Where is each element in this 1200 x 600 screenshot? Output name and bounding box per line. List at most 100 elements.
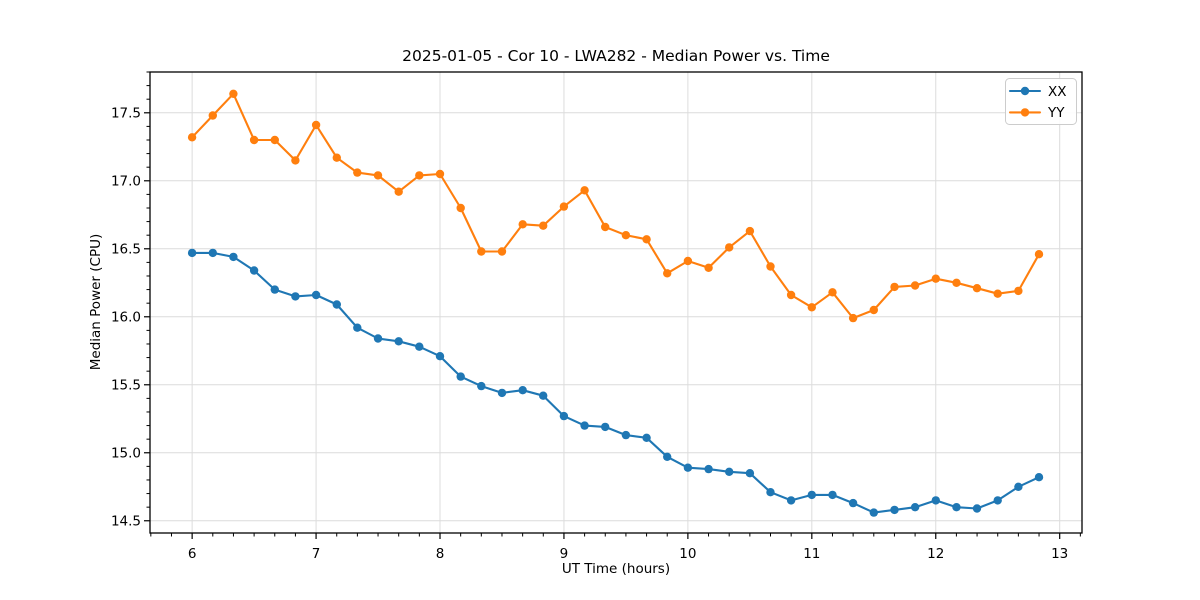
series-yy-marker xyxy=(910,281,920,290)
series-yy-marker xyxy=(477,247,486,256)
x-tick-label: 9 xyxy=(560,546,569,562)
y-tick-label: 15.5 xyxy=(111,378,141,394)
series-xx-marker xyxy=(311,290,321,300)
series-yy-marker xyxy=(1014,286,1023,296)
series-yy-marker xyxy=(291,156,300,165)
series-xx-marker xyxy=(807,490,816,500)
y-tick-label: 15.0 xyxy=(111,446,141,462)
y-tick-label: 14.5 xyxy=(111,514,141,530)
series-xx-marker xyxy=(621,430,631,440)
series-yy-marker xyxy=(353,168,362,177)
series-xx-marker xyxy=(332,300,341,309)
series-xx-marker xyxy=(745,469,755,478)
legend-label-yy: YY xyxy=(1047,105,1065,121)
y-tick-label: 17.5 xyxy=(111,106,141,122)
series-yy-marker xyxy=(725,243,734,252)
series-xx-marker xyxy=(601,422,610,432)
series-xx-marker xyxy=(518,386,527,395)
y-tick-label: 16.0 xyxy=(111,310,141,326)
series-xx-marker xyxy=(229,252,238,262)
series-yy-marker xyxy=(807,303,816,312)
series-yy-marker xyxy=(993,289,1002,298)
series-xx-marker xyxy=(435,352,445,361)
series-xx-marker xyxy=(187,248,197,258)
series-yy-marker xyxy=(497,247,507,256)
series-xx-marker xyxy=(249,266,259,275)
series-xx-marker xyxy=(580,421,589,430)
x-tick-label: 7 xyxy=(312,546,321,562)
series-xx-marker xyxy=(931,496,940,505)
series-yy-marker xyxy=(828,288,837,297)
series-xx-marker xyxy=(1014,482,1023,491)
series-yy-marker xyxy=(621,231,631,240)
y-tick-label: 17.0 xyxy=(111,174,141,190)
series-xx-marker xyxy=(394,337,403,346)
series-xx-marker xyxy=(910,503,920,512)
series-xx-marker xyxy=(477,381,486,391)
y-tick-label: 16.5 xyxy=(111,242,141,258)
series-yy-marker xyxy=(373,171,383,180)
series-xx-marker xyxy=(890,505,899,515)
series-xx-marker xyxy=(456,372,465,381)
series-yy-marker xyxy=(580,186,589,195)
series-yy-marker xyxy=(745,226,755,236)
series-yy-marker xyxy=(931,274,940,283)
series-xx-marker xyxy=(725,467,734,476)
series-yy-marker xyxy=(270,135,279,145)
series-xx-marker xyxy=(704,464,713,474)
chart-title: 2025-01-05 - Cor 10 - LWA282 - Median Po… xyxy=(402,47,830,65)
series-xx-marker xyxy=(993,496,1002,505)
series-xx-marker xyxy=(373,334,383,343)
series-yy-marker xyxy=(601,222,610,232)
series-xx-marker xyxy=(683,463,693,472)
series-xx-marker xyxy=(972,504,982,513)
series-yy-marker xyxy=(972,284,982,293)
series-xx-marker xyxy=(663,452,672,461)
x-tick-label: 10 xyxy=(679,546,696,562)
series-xx-marker xyxy=(848,498,858,508)
series-yy-marker xyxy=(642,235,651,244)
x-tick-label: 13 xyxy=(1051,546,1068,562)
x-axis-label: UT Time (hours) xyxy=(561,561,671,577)
series-xx-marker xyxy=(786,496,796,505)
series-xx-marker xyxy=(559,411,569,421)
series-yy-marker xyxy=(187,133,197,142)
series-xx-marker xyxy=(208,248,217,258)
series-yy-marker xyxy=(663,269,672,278)
series-yy-marker xyxy=(311,120,321,130)
series-yy-marker xyxy=(766,262,775,271)
series-yy-marker xyxy=(559,202,569,211)
series-yy-marker xyxy=(435,169,445,179)
x-tick-label: 12 xyxy=(927,546,944,562)
series-xx-marker xyxy=(1034,473,1044,482)
series-xx-marker xyxy=(415,342,424,351)
legend-label-xx: XX xyxy=(1048,84,1067,100)
series-xx-marker xyxy=(766,488,775,497)
series-yy-marker xyxy=(208,111,217,120)
series-xx-marker xyxy=(952,503,961,512)
y-axis-label: Median Power (CPU) xyxy=(88,233,104,371)
series-xx-marker xyxy=(828,490,837,500)
x-tick-label: 6 xyxy=(188,546,197,562)
series-yy-marker xyxy=(229,89,238,99)
series-yy-marker xyxy=(952,278,961,287)
series-xx-marker xyxy=(497,388,507,398)
series-yy-marker xyxy=(683,256,693,266)
series-yy-marker xyxy=(394,187,403,196)
series-yy-marker xyxy=(249,135,259,145)
series-yy-marker xyxy=(332,153,341,162)
legend-sample-marker-yy xyxy=(1020,108,1030,117)
series-xx-marker xyxy=(270,285,279,294)
series-yy-marker xyxy=(848,313,858,323)
series-yy-marker xyxy=(869,305,878,315)
series-yy-marker xyxy=(539,221,548,230)
series-yy-marker xyxy=(456,203,465,213)
series-xx-marker xyxy=(539,391,548,400)
series-yy-marker xyxy=(890,282,899,292)
plot-border xyxy=(149,71,1083,534)
series-xx-marker xyxy=(642,433,651,442)
series-xx-marker xyxy=(291,292,300,301)
series-xx-marker xyxy=(353,323,362,332)
